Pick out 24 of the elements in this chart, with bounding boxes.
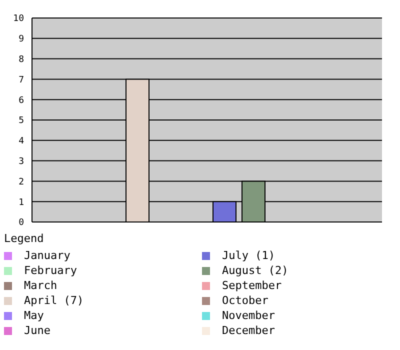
legend-label: September	[222, 279, 282, 292]
y-tick-label: 10	[13, 14, 24, 24]
y-tick-label: 4	[18, 136, 24, 147]
legend-label: June	[24, 324, 50, 337]
y-tick-label: 5	[18, 116, 24, 126]
legend-label: February	[24, 264, 77, 277]
y-tick-label: 2	[18, 177, 24, 188]
y-tick-label: 1	[18, 198, 24, 208]
legend-label: July (1)	[222, 249, 275, 262]
legend-title: Legend	[4, 232, 45, 245]
legend-label: April (7)	[24, 294, 84, 307]
y-tick-label: 7	[18, 75, 24, 86]
legend-label: November	[222, 309, 275, 322]
y-tick-label: 3	[18, 156, 24, 167]
y-tick-label: 8	[18, 54, 24, 65]
y-tick-label: 6	[18, 96, 24, 106]
legend-label: October	[222, 294, 268, 307]
legend-label: December	[222, 324, 275, 337]
legend-label: August (2)	[222, 264, 288, 277]
y-tick-label: 9	[18, 34, 24, 45]
y-tick-label: 0	[18, 218, 24, 228]
legend-label: January	[24, 249, 70, 262]
legend-label: March	[24, 279, 58, 292]
legend-label: May	[24, 309, 44, 322]
